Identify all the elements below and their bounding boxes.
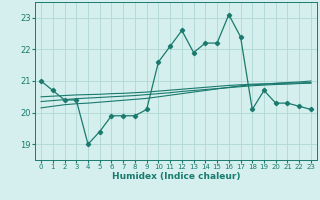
X-axis label: Humidex (Indice chaleur): Humidex (Indice chaleur)	[112, 172, 240, 181]
